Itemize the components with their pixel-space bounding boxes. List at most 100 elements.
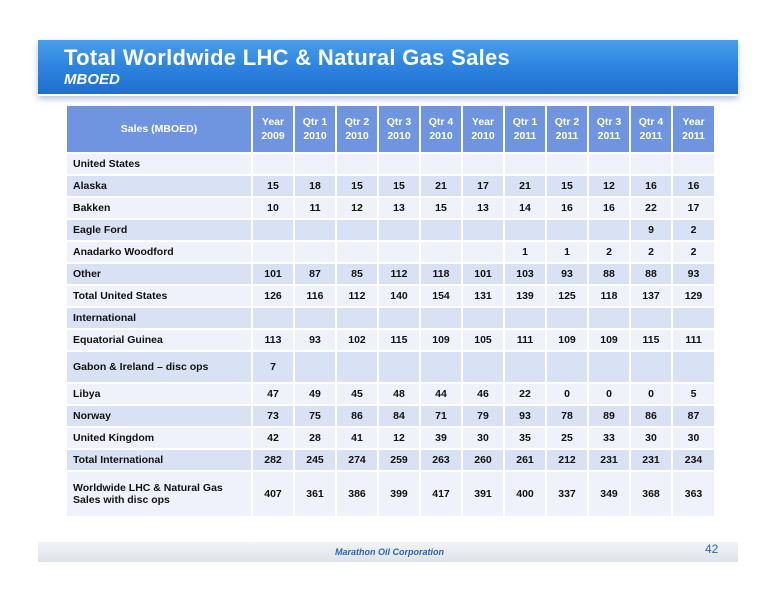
table-cell: 86 xyxy=(629,404,673,428)
table-cell: 15 xyxy=(545,174,589,198)
table-cell: 79 xyxy=(461,404,505,428)
table-cell: 14 xyxy=(503,196,547,220)
table-cell xyxy=(461,218,505,242)
table-cell: 111 xyxy=(503,328,547,352)
slide-title: Total Worldwide LHC & Natural Gas Sales xyxy=(64,45,511,70)
table-cell: 12 xyxy=(377,426,421,450)
table-cell: 30 xyxy=(629,426,673,450)
table-cell: 73 xyxy=(251,404,295,428)
table-cell xyxy=(461,350,505,384)
table-cell: 113 xyxy=(251,328,295,352)
table-cell xyxy=(251,152,295,176)
table-cell: 16 xyxy=(545,196,589,220)
table-cell: 21 xyxy=(419,174,463,198)
header-period: Year 2010 xyxy=(461,104,505,154)
table-cell: 1 xyxy=(503,240,547,264)
table-cell: 400 xyxy=(503,470,547,518)
table-cell: 234 xyxy=(671,448,716,472)
table-cell: 261 xyxy=(503,448,547,472)
header-line-1: Year xyxy=(471,116,495,128)
table-cell: 15 xyxy=(335,174,379,198)
table-cell: 407 xyxy=(251,470,295,518)
table-cell: 137 xyxy=(629,284,673,308)
header-line-2: 2010 xyxy=(303,130,327,142)
table-cell: 349 xyxy=(587,470,631,518)
header-line-1: Qtr 4 xyxy=(638,116,664,128)
table-cell xyxy=(671,152,716,176)
table-cell: 86 xyxy=(335,404,379,428)
table-cell: 105 xyxy=(461,328,505,352)
table-cell: 16 xyxy=(629,174,673,198)
table-cell: 93 xyxy=(503,404,547,428)
table-cell: 154 xyxy=(419,284,463,308)
header-period: Qtr 4 2011 xyxy=(629,104,673,154)
table-cell: 30 xyxy=(461,426,505,450)
header-line-1: Qtr 2 xyxy=(344,116,370,128)
table-cell xyxy=(251,306,295,330)
sales-table: Sales (MBOED) Year 2009 Qtr 1 2010 Qtr 2 2010 Q… xyxy=(65,104,716,518)
header-line-2: 2011 xyxy=(597,130,621,142)
header-line-1: Qtr 2 xyxy=(554,116,580,128)
table-cell: 129 xyxy=(671,284,716,308)
table-cell xyxy=(545,350,589,384)
table-cell: 33 xyxy=(587,426,631,450)
table-cell: 49 xyxy=(293,382,337,406)
header-period: Year 2011 xyxy=(671,104,716,154)
table-cell: 0 xyxy=(587,382,631,406)
row-label: Total United States xyxy=(65,284,253,308)
header-line-2: 2011 xyxy=(513,130,537,142)
table-cell: 2 xyxy=(671,240,716,264)
table-cell xyxy=(671,350,716,384)
table-cell xyxy=(377,306,421,330)
row-label: Alaska xyxy=(65,174,253,198)
table-cell xyxy=(587,218,631,242)
table-cell: 9 xyxy=(629,218,673,242)
table-cell: 2 xyxy=(587,240,631,264)
table-cell xyxy=(503,152,547,176)
table-cell: 15 xyxy=(251,174,295,198)
table-cell xyxy=(461,152,505,176)
title-banner: Total Worldwide LHC & Natural Gas Sales … xyxy=(38,40,738,96)
table-cell xyxy=(461,306,505,330)
table-cell: 22 xyxy=(629,196,673,220)
table-row: United Kingdom 42 28 41 12 39 30 35 25 33 30 30 xyxy=(65,426,716,450)
table-cell: 15 xyxy=(377,174,421,198)
header-line-1: Qtr 3 xyxy=(386,116,412,128)
table-cell: 212 xyxy=(545,448,589,472)
table-cell: 102 xyxy=(335,328,379,352)
table-cell: 259 xyxy=(377,448,421,472)
table-body: United States Alaska 15 18 15 15 21 17 21 15 12 16 1… xyxy=(65,152,716,518)
footer-band xyxy=(38,542,738,562)
table-cell: 47 xyxy=(251,382,295,406)
header-period: Qtr 3 2010 xyxy=(377,104,421,154)
table-cell: 7 xyxy=(251,350,295,384)
table-row: United States xyxy=(65,152,716,176)
header-line-2: 2010 xyxy=(429,130,453,142)
table-cell: 101 xyxy=(251,262,295,286)
table-cell xyxy=(419,240,463,264)
header-period: Qtr 3 2011 xyxy=(587,104,631,154)
table-cell: 2 xyxy=(671,218,716,242)
table-cell: 263 xyxy=(419,448,463,472)
header-period: Year 2009 xyxy=(251,104,295,154)
table-cell: 18 xyxy=(293,174,337,198)
table-cell xyxy=(335,350,379,384)
table-cell: 28 xyxy=(293,426,337,450)
row-label: United States xyxy=(65,152,253,176)
table-cell: 0 xyxy=(545,382,589,406)
row-label: Total International xyxy=(65,448,253,472)
table-cell: 93 xyxy=(545,262,589,286)
table-cell: 231 xyxy=(629,448,673,472)
table-cell: 15 xyxy=(419,196,463,220)
table-cell xyxy=(419,152,463,176)
header-line-1: Year xyxy=(261,116,285,128)
table-cell: 245 xyxy=(293,448,337,472)
table-cell xyxy=(671,306,716,330)
table-cell: 16 xyxy=(671,174,716,198)
row-label: Libya xyxy=(65,382,253,406)
table-cell xyxy=(503,350,547,384)
table-cell xyxy=(629,350,673,384)
page-number: 42 xyxy=(705,542,719,556)
header-line-2: 2011 xyxy=(682,130,705,142)
table-cell: 368 xyxy=(629,470,673,518)
